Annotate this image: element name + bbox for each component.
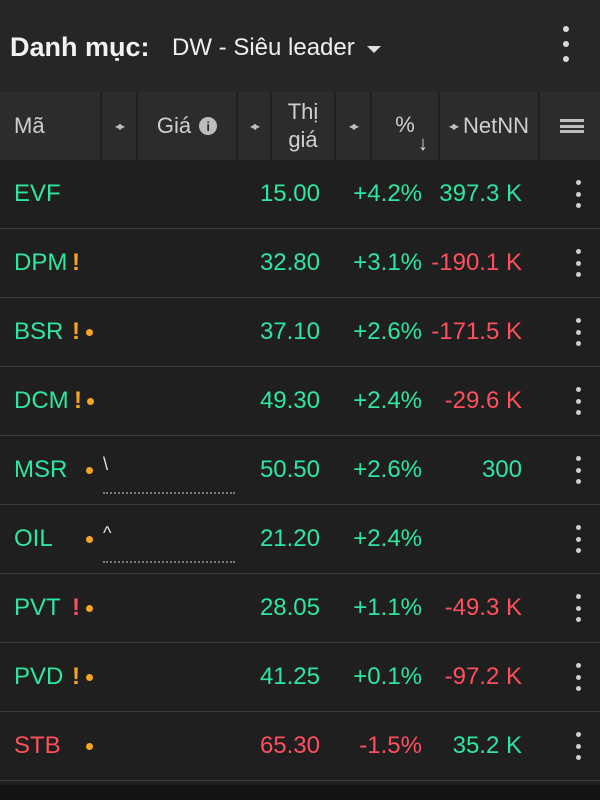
stock-price: 50.50 — [259, 456, 320, 483]
status-dot-icon — [87, 398, 94, 405]
status-dot-icon — [86, 467, 93, 474]
portfolio-bar: Danh mục: DW - Siêu leader — [0, 0, 600, 92]
warning-icon: ! — [72, 663, 80, 690]
column-divider — [370, 92, 372, 160]
column-header-ma[interactable]: Mã — [14, 113, 45, 138]
portfolio-name: DW - Siêu leader — [172, 34, 355, 61]
stock-row[interactable]: PVT! 28.05 +1.1% -49.3 K — [0, 574, 600, 643]
column-divider — [438, 92, 440, 160]
foreign-net-value: 35.2 K — [452, 732, 522, 759]
stock-row[interactable]: DCM! 49.30 +2.4% -29.6 K — [0, 367, 600, 436]
caret-down-icon — [366, 45, 381, 53]
stock-symbol: BSR — [14, 318, 64, 345]
stock-price: 37.10 — [259, 318, 320, 345]
warning-icon: ! — [72, 318, 80, 345]
row-menu-icon[interactable] — [573, 594, 583, 622]
stock-symbol: EVF — [14, 180, 61, 207]
stock-row[interactable]: DPM! 32.80 +3.1% -190.1 K — [0, 229, 600, 298]
warning-icon: ! — [74, 387, 82, 414]
resize-handle-icon[interactable]: ◂▸ — [348, 119, 359, 133]
stock-price: 41.25 — [259, 663, 320, 690]
column-divider — [538, 92, 540, 160]
stock-change-pct: +0.1% — [353, 663, 422, 690]
stock-price: 49.30 — [259, 387, 320, 414]
column-settings-icon[interactable] — [560, 119, 584, 133]
stock-symbol: PVT — [14, 594, 61, 621]
foreign-net-value: 397.3 K — [439, 180, 522, 207]
row-menu-icon[interactable] — [573, 525, 583, 553]
row-menu-icon[interactable] — [573, 663, 583, 691]
stock-row[interactable]: PVD! 41.25 +0.1% -97.2 K — [0, 643, 600, 712]
stock-change-pct: -1.5% — [359, 732, 422, 759]
info-icon[interactable]: i — [199, 117, 218, 135]
stock-change-pct: +2.4% — [353, 525, 422, 552]
stock-change-pct: +2.6% — [353, 318, 422, 345]
column-divider — [236, 92, 238, 160]
stock-change-pct: +2.6% — [353, 456, 422, 483]
resize-handle-icon[interactable]: ◂▸ — [114, 119, 125, 133]
stock-row[interactable]: BSR! 37.10 +2.6% -171.5 K — [0, 298, 600, 367]
resize-handle-icon[interactable]: ◂▸ — [249, 119, 260, 133]
foreign-net-value: -97.2 K — [444, 663, 522, 690]
stock-change-pct: +4.2% — [353, 180, 422, 207]
portfolio-label: Danh mục: — [10, 32, 150, 62]
table-header: Mã ◂▸ Giá i ◂▸ Thị giá ◂▸ % ◂▸ NetNN — [0, 92, 600, 160]
column-divider — [100, 92, 102, 160]
stock-change-pct: +1.1% — [353, 594, 422, 621]
stock-symbol: STB — [14, 732, 61, 759]
column-header-thigia[interactable]: Thị giá — [287, 99, 319, 152]
foreign-net-value: -29.6 K — [444, 387, 522, 414]
stock-symbol: DCM — [14, 387, 69, 414]
status-dot-icon — [86, 674, 93, 681]
status-dot-icon — [86, 743, 93, 750]
sparkline-mark: \ — [103, 454, 109, 474]
row-menu-icon[interactable] — [573, 456, 583, 484]
column-divider — [334, 92, 336, 160]
warning-icon: ! — [72, 249, 80, 276]
stock-price: 15.00 — [259, 180, 320, 207]
portfolio-dropdown[interactable]: DW - Siêu leader — [172, 34, 381, 62]
stock-price: 65.30 — [259, 732, 320, 759]
row-menu-icon[interactable] — [573, 732, 583, 760]
stock-row[interactable]: STB 65.30 -1.5% 35.2 K — [0, 712, 600, 781]
column-divider — [270, 92, 272, 160]
stock-symbol: MSR — [14, 456, 68, 483]
warning-icon: ! — [72, 594, 80, 621]
foreign-net-value: -49.3 K — [444, 594, 522, 621]
status-dot-icon — [86, 536, 93, 543]
sparkline-mark: ^ — [103, 523, 112, 543]
row-menu-icon[interactable] — [573, 180, 583, 208]
bottom-bar — [0, 785, 600, 800]
stock-symbol: PVD — [14, 663, 64, 690]
resize-handle-icon[interactable]: ◂▸ — [448, 119, 459, 133]
sort-desc-icon[interactable]: ↓ — [418, 133, 428, 155]
stock-row[interactable]: MSR \ 50.50 +2.6% 300 — [0, 436, 600, 505]
stock-change-pct: +3.1% — [353, 249, 422, 276]
sparkline: ^ — [103, 523, 235, 563]
stock-symbol: DPM — [14, 249, 68, 276]
more-options-icon[interactable] — [556, 26, 576, 62]
stock-symbol: OIL — [14, 525, 53, 552]
stock-row[interactable]: EVF 15.00 +4.2% 397.3 K — [0, 160, 600, 229]
row-menu-icon[interactable] — [573, 318, 583, 346]
stock-change-pct: +2.4% — [353, 387, 422, 414]
column-divider — [136, 92, 138, 160]
status-dot-icon — [86, 329, 93, 336]
sparkline: \ — [103, 454, 235, 494]
row-menu-icon[interactable] — [573, 249, 583, 277]
column-header-gia[interactable]: Giá i — [138, 92, 236, 160]
stock-row[interactable]: OIL ^ 21.20 +2.4% — [0, 505, 600, 574]
foreign-net-value: -171.5 K — [431, 318, 522, 345]
column-header-netnn[interactable]: ◂▸ NetNN — [448, 113, 530, 138]
stock-price: 21.20 — [259, 525, 320, 552]
foreign-net-value: -190.1 K — [431, 249, 522, 276]
row-menu-icon[interactable] — [573, 387, 583, 415]
stock-price: 28.05 — [259, 594, 320, 621]
stock-price: 32.80 — [259, 249, 320, 276]
foreign-net-value: 300 — [481, 456, 522, 483]
status-dot-icon — [86, 605, 93, 612]
column-header-pct[interactable]: % — [395, 112, 415, 137]
